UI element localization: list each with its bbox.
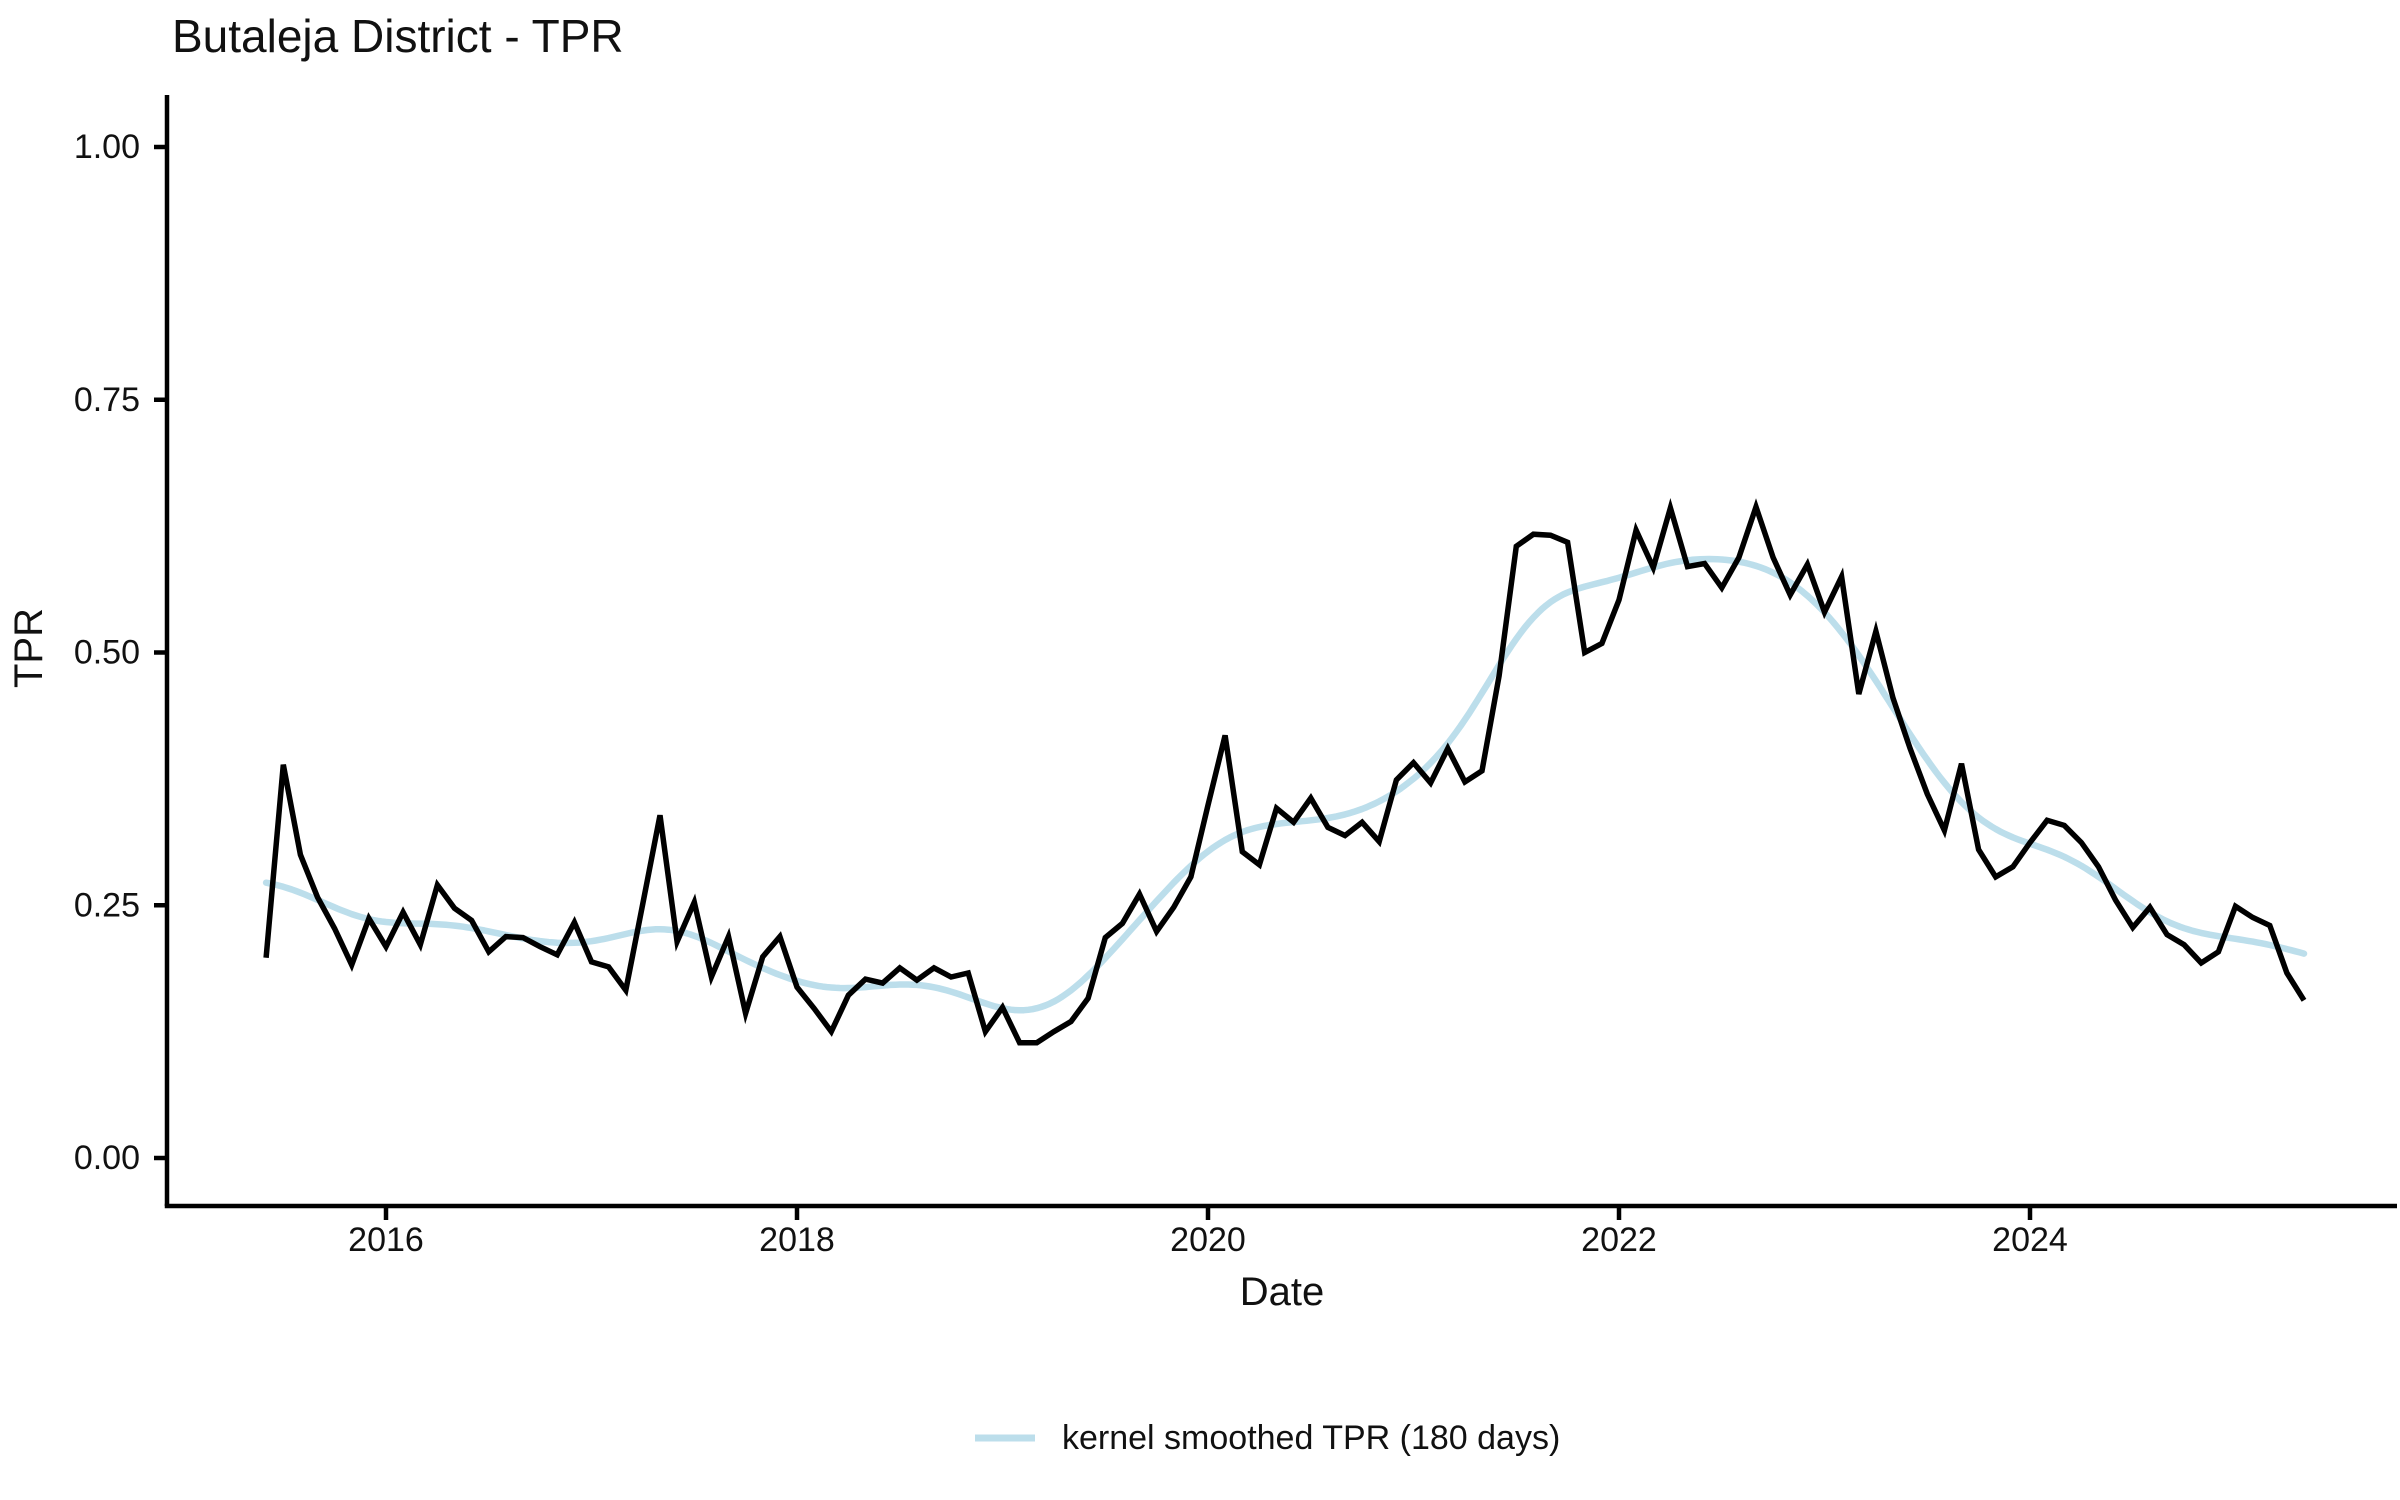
legend-label: kernel smoothed TPR (180 days) xyxy=(1062,1419,1560,1457)
x-axis-title: Date xyxy=(1240,1270,1325,1314)
tpr-line xyxy=(263,497,2307,1046)
x-axis-ticks: 2016 2018 2020 2022 2024 xyxy=(348,1206,2068,1259)
x-tick-label: 2024 xyxy=(1992,1221,2068,1259)
x-tick-label: 2018 xyxy=(759,1221,835,1259)
chart-title: Butaleja District - TPR xyxy=(172,10,624,62)
legend: kernel smoothed TPR (180 days) xyxy=(975,1419,1560,1457)
kernel-smoothed-line xyxy=(262,555,2308,1014)
x-tick-label: 2020 xyxy=(1170,1221,1246,1259)
y-tick-label: 0.75 xyxy=(74,381,140,419)
y-axis-title: TPR xyxy=(7,608,51,688)
y-tick-label: 1.00 xyxy=(74,128,140,166)
y-tick-label: 0.00 xyxy=(74,1139,140,1177)
y-axis-ticks: 0.00 0.25 0.50 0.75 1.00 xyxy=(74,128,167,1177)
x-tick-label: 2022 xyxy=(1581,1221,1657,1259)
y-tick-label: 0.50 xyxy=(74,634,140,672)
x-tick-label: 2016 xyxy=(348,1221,424,1259)
y-tick-label: 0.25 xyxy=(74,886,140,924)
